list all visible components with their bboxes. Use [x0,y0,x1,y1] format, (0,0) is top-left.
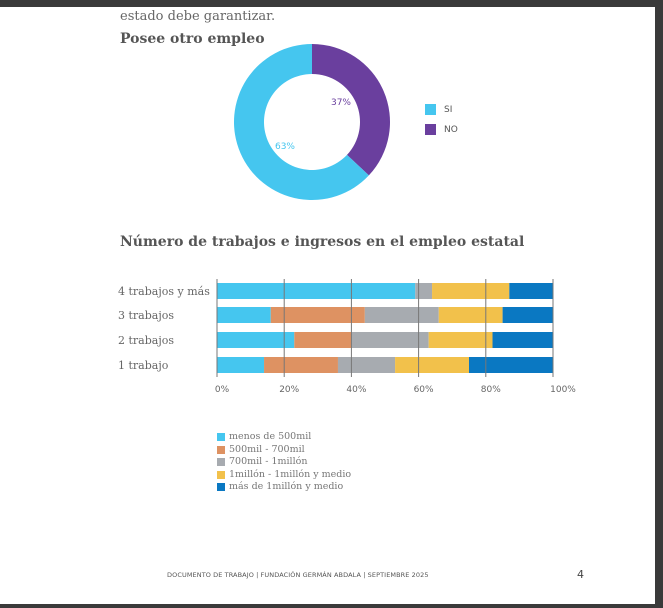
bar-segment [469,357,553,373]
bar-segment [217,307,271,323]
bar-legend: menos de 500mil 500mil - 700mil 700mil - 1… [217,431,351,494]
bar-segment [415,283,433,299]
x-tick-label: 80% [481,385,501,395]
page-number: 4 [577,568,584,581]
donut-chart: 63% 37% [233,44,390,200]
legend-swatch [217,433,225,442]
legend-label: NO [444,124,458,135]
legend-item: 500mil - 700mil [217,444,351,457]
donut-slice-no [312,44,390,176]
legend-label: más de 1millón y medio [229,481,344,492]
slice-label-si: 63% [275,142,295,152]
legend-swatch [217,470,225,479]
legend-swatch [217,458,225,467]
category-label: 3 trabajos [118,309,174,322]
bar-segment [364,307,439,323]
donut-chart-title: Posee otro empleo [120,31,265,47]
legend-label: SI [444,104,453,115]
legend-swatch [425,124,436,135]
footer-text: DOCUMENTO DE TRABAJO | FUNDACIÓN GERMÁN … [167,571,429,579]
x-tick-label: 20% [279,385,299,395]
legend-swatch [425,104,436,115]
bar-segment [438,307,503,323]
bar-segment [509,283,553,299]
slice-label-no: 37% [331,98,351,108]
bar-chart-title: Número de trabajos e ingresos en el empl… [120,234,525,250]
cut-off-text: estado debe garantizar. [120,9,276,24]
donut-slice-si [233,44,369,200]
legend-item: más de 1millón y medio [217,481,351,494]
bar-segment [428,332,493,348]
bar-segment [351,332,429,348]
legend-item-si: SI [425,104,452,115]
bar-segment [395,357,469,373]
legend-swatch [217,445,225,454]
legend-label: menos de 500mil [229,431,312,442]
bar-segment [270,307,365,323]
legend-label: 500mil - 700mil [229,443,305,455]
x-tick-label: 100% [550,385,576,395]
bar-segment [432,283,510,299]
legend-swatch [217,483,225,492]
document-page: estado debe garantizar. Posee otro emple… [0,7,655,604]
bar-segment [337,357,396,373]
x-tick-label: 0% [215,385,230,395]
bar-segment [264,357,338,373]
legend-item: 1millón - 1millón y medio [217,469,351,482]
bar-segment [217,283,416,299]
legend-item: menos de 500mil [217,431,351,444]
category-label: 4 trabajos y más [118,285,210,298]
bar-segment [492,332,553,348]
bar-segment [217,332,295,348]
legend-item: 700mil - 1millón [217,456,351,469]
category-label: 2 trabajos [118,334,174,347]
bar-segment [502,307,553,323]
x-tick-label: 40% [346,385,366,395]
category-label: 1 trabajo [118,359,169,372]
stacked-bar-chart: 4 trabajos y más 3 trabajos 2 trabajos 1 tr… [118,279,576,395]
legend-item-no: NO [425,124,458,135]
legend-label: 1millón - 1millón y medio [229,468,352,480]
bar-segment [217,357,265,373]
legend-label: 700mil - 1millón [229,456,308,467]
x-tick-label: 60% [414,385,434,395]
bar-segment [294,332,352,348]
